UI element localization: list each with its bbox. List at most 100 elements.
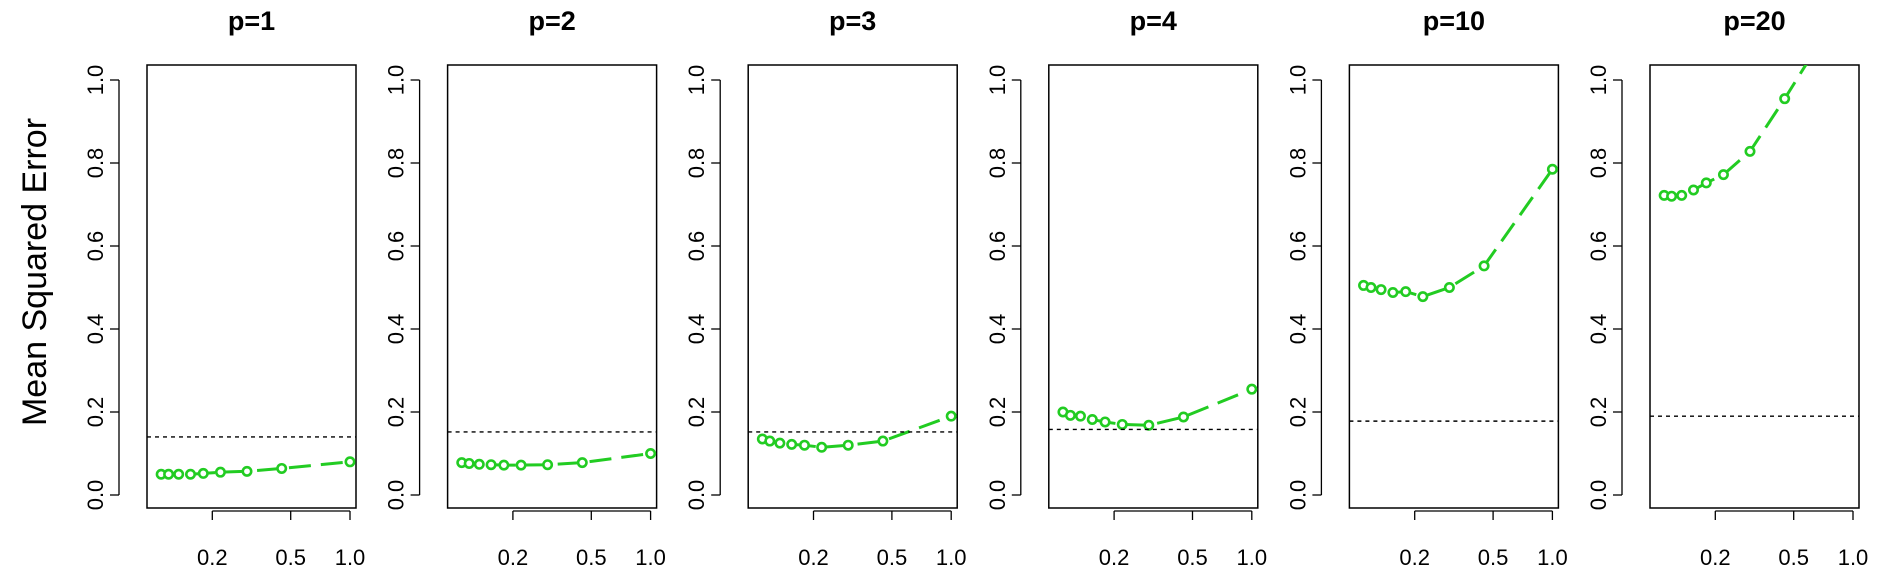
data-point [1779,93,1791,105]
y-tick-label: 1.0 [1586,65,1611,96]
data-point [1099,416,1111,428]
data-point [542,459,554,471]
data-point [515,459,527,471]
data-point [498,459,510,471]
data-point [1365,281,1377,293]
data-point [344,456,356,468]
y-tick-label: 0.2 [384,397,409,428]
data-point [1687,184,1699,196]
y-tick-label: 0.4 [684,314,709,345]
y-tick-label: 0.4 [1586,314,1611,345]
data-point [473,458,485,470]
panel-5: p=10 0.0 0.2 0.4 0.6 0.8 1.0 0.2 0.5 1.0 [1285,6,1567,570]
y-tick-label: 0.0 [83,480,108,511]
x-tick-label: 0.2 [1099,545,1130,570]
data-point [1546,163,1558,175]
panel-4: p=4 0.0 0.2 0.4 0.6 0.8 1.0 0.2 0.5 1.0 [985,6,1267,570]
data-point [1375,284,1387,296]
plot-frame [1348,64,1560,509]
x-tick-label: 0.2 [1399,545,1430,570]
y-tick-label: 0.4 [1285,314,1310,345]
panel-title: p=1 [228,6,275,36]
y-tick-label: 1.0 [684,65,709,96]
x-tick-label: 0.5 [1478,545,1509,570]
y-tick-label: 0.0 [985,480,1010,511]
data-point [1387,286,1399,298]
y-tick-label: 0.8 [684,148,709,179]
x-tick-label: 0.5 [576,545,607,570]
y-tick-label: 0.4 [985,314,1010,345]
panel-title: p=10 [1423,6,1485,36]
series-line [1363,168,1554,299]
y-tick-label: 0.0 [684,480,709,511]
y-tick-label: 0.6 [384,231,409,262]
y-tick-label: 0.6 [1285,231,1310,262]
data-point [1177,411,1189,423]
y-tick-label: 0.2 [985,397,1010,428]
y-tick-label: 0.4 [83,314,108,345]
x-tick-label: 0.2 [798,545,829,570]
panel-6: p=20 0.0 0.2 0.4 0.6 0.8 1.0 0.2 0.5 1.0 [1586,6,1868,570]
x-tick-label: 0.2 [1700,545,1731,570]
y-axis-label: Mean Squared Error [16,118,54,426]
panel-title: p=2 [528,6,575,36]
panel-2: p=2 0.0 0.2 0.4 0.6 0.8 1.0 0.2 0.5 1.0 [384,6,666,570]
plot-frame [146,64,357,509]
data-point [163,468,175,480]
x-tick-label: 0.2 [197,545,228,570]
y-tick-label: 0.8 [1586,148,1611,179]
y-tick-label: 0.8 [384,148,409,179]
data-point [945,410,957,422]
data-point [786,438,798,450]
y-tick-label: 0.2 [83,397,108,428]
data-point [645,447,657,459]
panel-title: p=4 [1130,6,1177,36]
y-tick-label: 0.2 [1586,397,1611,428]
data-point [764,435,776,447]
data-point [1417,291,1429,303]
plot-frame [1649,64,1860,509]
x-tick-label: 0.2 [498,545,529,570]
x-tick-label: 1.0 [936,545,967,570]
data-point [1443,281,1455,293]
y-tick-label: 1.0 [1285,65,1310,96]
plot-frame [446,64,658,509]
data-point [1400,286,1412,298]
panel-title: p=3 [829,6,876,36]
data-point [877,435,889,447]
data-point [184,468,196,480]
plot-frame [747,64,958,509]
series-line [1664,65,1808,198]
data-point [1700,177,1712,189]
data-point [241,465,253,477]
x-tick-label: 1.0 [1237,545,1268,570]
y-tick-label: 0.0 [384,480,409,511]
y-tick-label: 0.2 [1285,397,1310,428]
y-tick-label: 0.6 [985,231,1010,262]
y-tick-label: 0.0 [1285,480,1310,511]
y-tick-label: 0.8 [985,148,1010,179]
chart-panels: p=1 0.0 0.2 0.4 0.6 0.8 1.0 0.2 0.5 1.0 p=2 0.0 0.2 0… [83,6,1868,570]
data-point [1086,413,1098,425]
data-point [1666,190,1678,202]
y-tick-label: 1.0 [83,65,108,96]
data-point [1246,383,1258,395]
x-tick-label: 1.0 [1838,545,1869,570]
x-tick-label: 1.0 [1537,545,1568,570]
data-point [276,462,288,474]
x-tick-label: 1.0 [335,545,366,570]
y-tick-label: 0.8 [1285,148,1310,179]
data-point [173,468,185,480]
data-point [1064,409,1076,421]
data-point [1143,419,1155,431]
data-point [1744,145,1756,157]
x-tick-label: 0.5 [1177,545,1208,570]
y-tick-label: 1.0 [384,65,409,96]
y-tick-label: 0.6 [1586,231,1611,262]
panel-3: p=3 0.0 0.2 0.4 0.6 0.8 1.0 0.2 0.5 1.0 [684,6,966,570]
y-tick-label: 0.6 [684,231,709,262]
y-tick-label: 0.0 [1586,480,1611,511]
y-tick-label: 0.6 [83,231,108,262]
data-point [1074,410,1086,422]
